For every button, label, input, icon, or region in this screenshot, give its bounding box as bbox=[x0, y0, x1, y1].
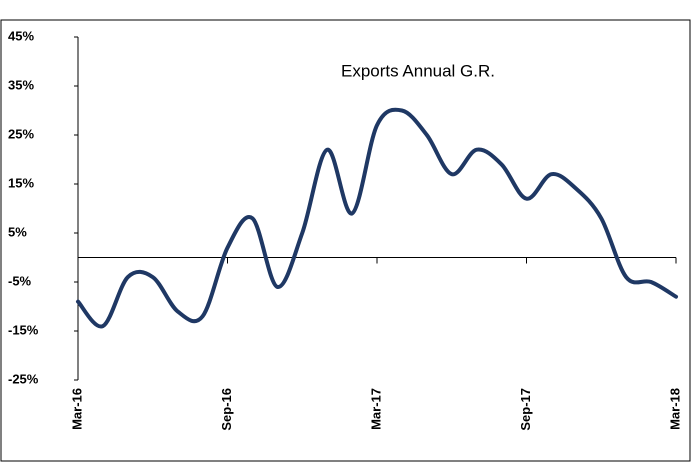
y-tick-label: 45% bbox=[8, 28, 34, 43]
x-tick-label: Sep-17 bbox=[518, 388, 533, 431]
data-line bbox=[76, 107, 678, 329]
legend-label: Exports Annual G.R. bbox=[341, 61, 495, 80]
y-tick-label: -15% bbox=[8, 322, 39, 337]
y-tick-label: 35% bbox=[8, 77, 34, 92]
x-tick-label: Mar-18 bbox=[667, 388, 682, 430]
chart-frame bbox=[0, 19, 691, 462]
y-tick-label: 25% bbox=[8, 126, 34, 141]
y-tick-label: 15% bbox=[8, 175, 34, 190]
x-tick-label: Mar-17 bbox=[368, 388, 383, 430]
x-tick-label: Mar-16 bbox=[69, 388, 84, 430]
y-tick-label: -5% bbox=[8, 273, 32, 288]
y-tick-label: -25% bbox=[8, 371, 39, 386]
x-tick-label: Sep-16 bbox=[219, 388, 234, 431]
y-tick-label: 5% bbox=[8, 224, 27, 239]
